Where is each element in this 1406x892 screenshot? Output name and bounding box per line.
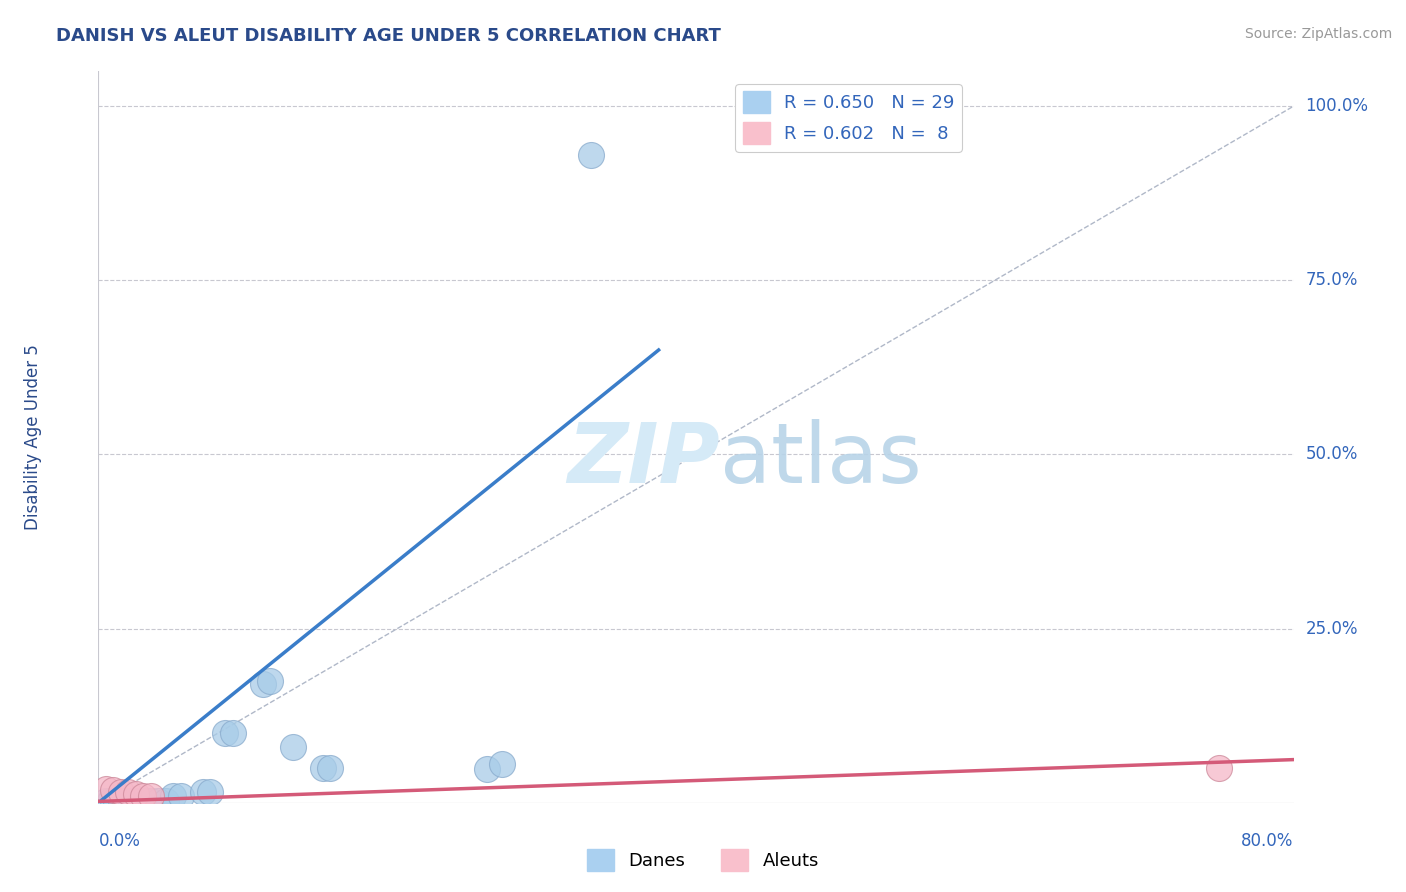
Point <box>259 673 281 688</box>
Legend: Danes, Aleuts: Danes, Aleuts <box>579 842 827 879</box>
Point <box>148 794 170 808</box>
Point <box>114 794 136 808</box>
Point <box>191 785 214 799</box>
Point <box>214 726 236 740</box>
Text: 80.0%: 80.0% <box>1241 832 1294 850</box>
Point <box>135 794 157 808</box>
Point <box>139 794 162 808</box>
Legend: R = 0.650   N = 29, R = 0.602   N =  8: R = 0.650 N = 29, R = 0.602 N = 8 <box>735 84 962 152</box>
Point <box>1208 761 1230 775</box>
Point <box>139 789 162 803</box>
Text: Source: ZipAtlas.com: Source: ZipAtlas.com <box>1244 27 1392 41</box>
Point <box>94 781 117 796</box>
Point <box>281 740 304 755</box>
Text: atlas: atlas <box>720 418 921 500</box>
Point <box>103 794 125 808</box>
Point <box>581 148 603 162</box>
Point <box>94 794 117 808</box>
Point <box>200 785 222 799</box>
Point <box>311 761 333 775</box>
Point <box>222 726 245 740</box>
Point <box>132 789 155 803</box>
Point <box>162 789 184 803</box>
Point <box>491 757 513 772</box>
Text: ZIP: ZIP <box>567 418 720 500</box>
Point <box>475 763 498 777</box>
Text: 75.0%: 75.0% <box>1306 271 1358 289</box>
Point <box>110 785 132 799</box>
Point <box>125 788 148 802</box>
Point <box>129 794 152 808</box>
Point <box>103 783 125 797</box>
Point <box>98 794 122 808</box>
Text: DANISH VS ALEUT DISABILITY AGE UNDER 5 CORRELATION CHART: DANISH VS ALEUT DISABILITY AGE UNDER 5 C… <box>56 27 721 45</box>
Text: 50.0%: 50.0% <box>1306 445 1358 464</box>
Text: Disability Age Under 5: Disability Age Under 5 <box>24 344 42 530</box>
Text: 100.0%: 100.0% <box>1306 97 1368 115</box>
Point <box>117 785 139 799</box>
Point <box>252 677 274 691</box>
Point <box>105 794 128 808</box>
Point <box>120 794 142 808</box>
Point <box>117 794 139 808</box>
Point <box>155 794 177 808</box>
Point <box>110 794 132 808</box>
Point <box>169 789 191 803</box>
Text: 25.0%: 25.0% <box>1306 620 1358 638</box>
Point <box>319 761 342 775</box>
Point <box>132 794 155 808</box>
Point <box>125 794 148 808</box>
Text: 0.0%: 0.0% <box>98 832 141 850</box>
